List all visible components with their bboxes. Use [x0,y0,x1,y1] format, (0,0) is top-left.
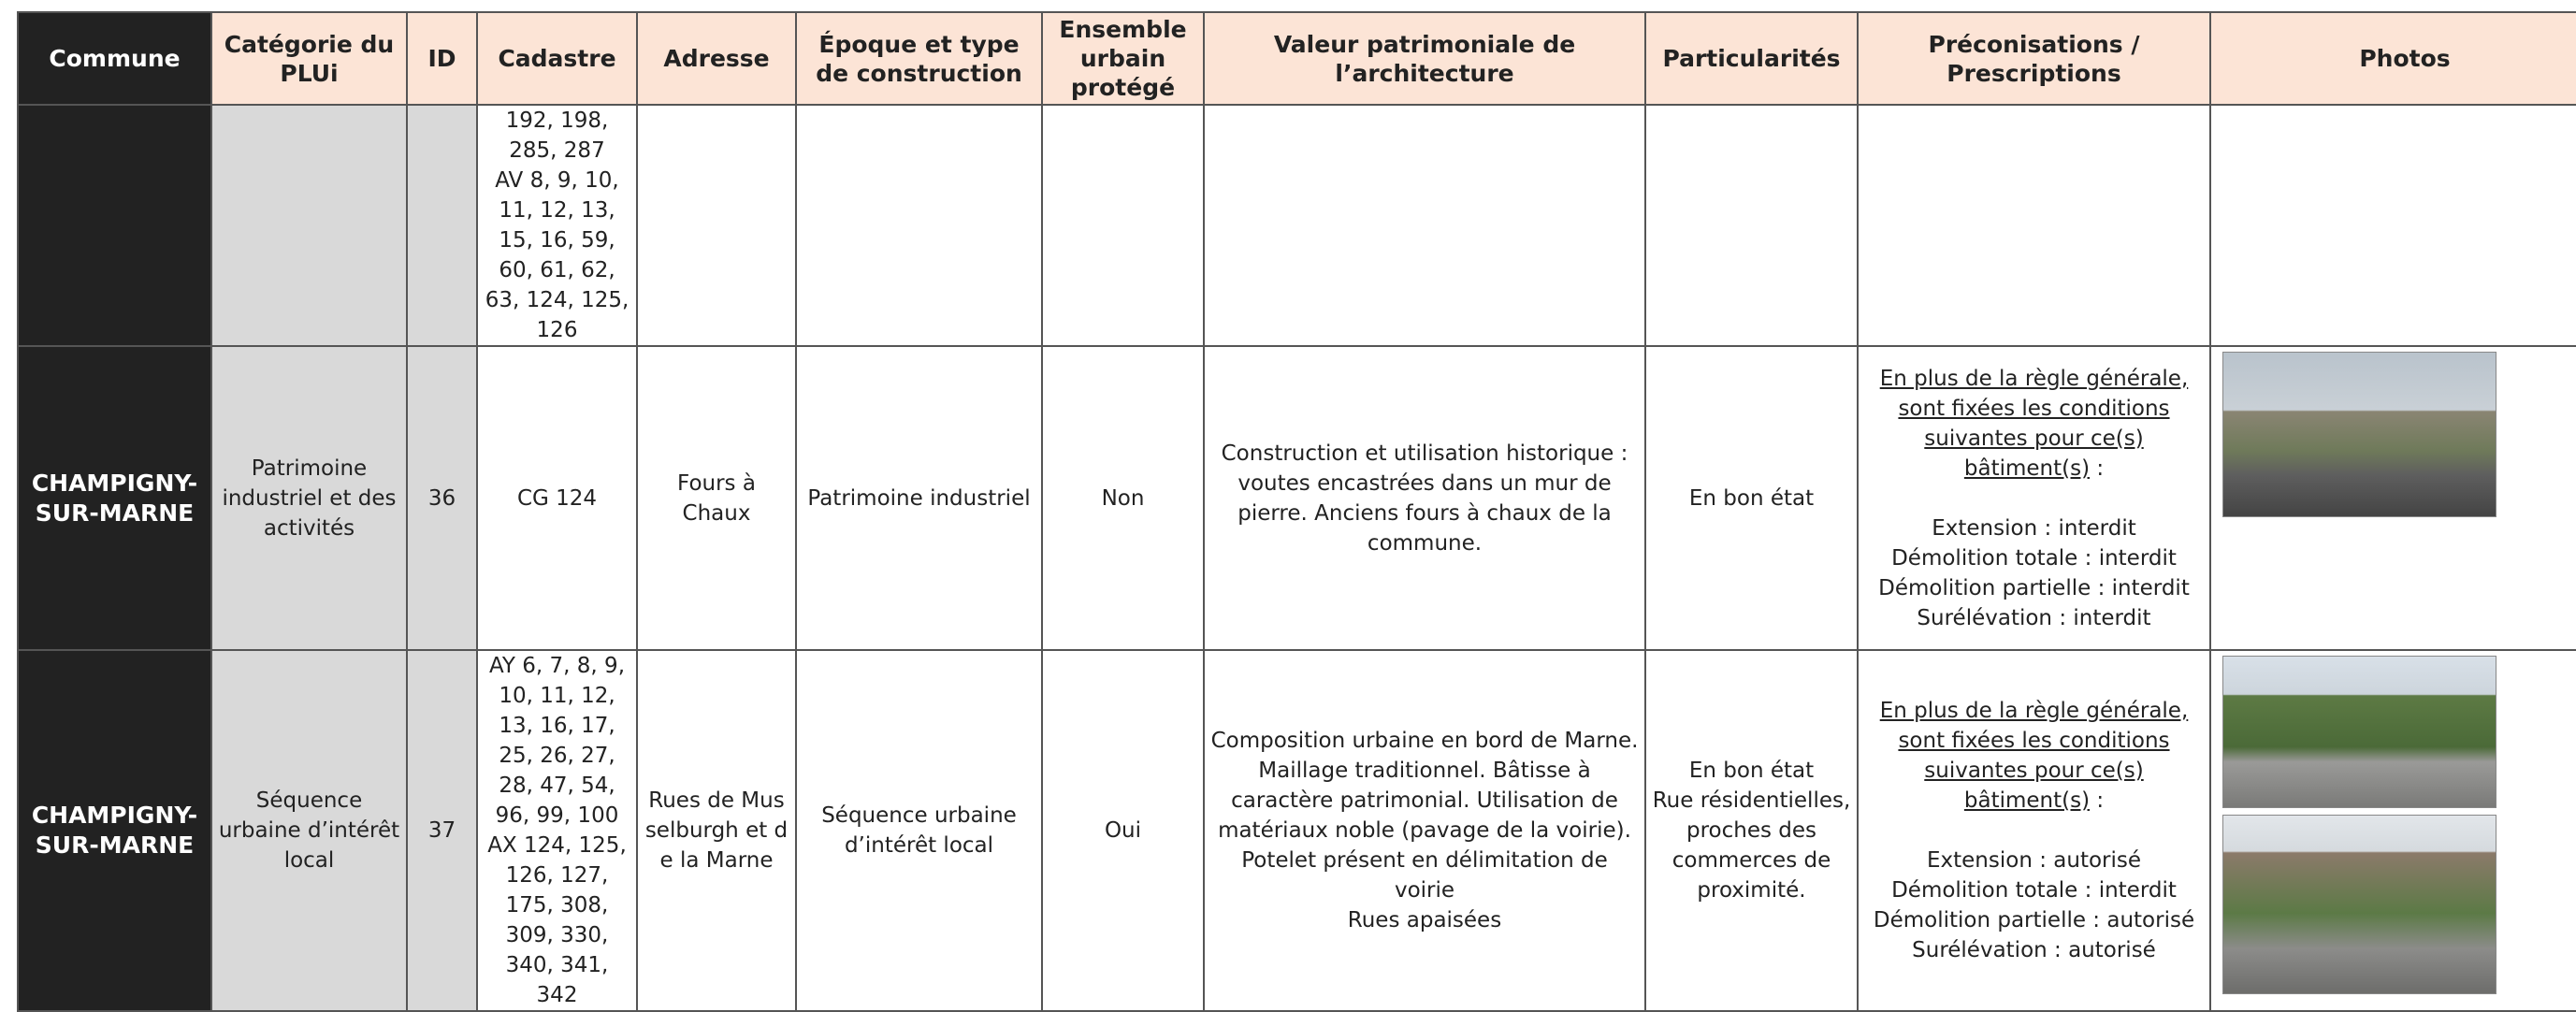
separator: : [2090,455,2105,481]
valeur: Construction et utilisation historique :… [1221,441,1628,556]
preconisation-intro: En plus de la règle générale, sont fixée… [1879,366,2189,481]
photo [2222,815,2496,994]
epoque: Patrimoine industriel [795,345,1043,651]
cell [1041,104,1205,347]
header-cell: Ensemble urbain protégé [1041,11,1205,106]
cell [636,104,797,347]
cell: En bon état Rue résidentielles, proches d… [1644,649,1859,1012]
epoque: Séquence urbaine d’intérêt local [795,649,1043,1012]
cell [17,104,212,347]
preconisation: Extension : interdit [1932,515,2136,541]
preconisation: Surélévation : interdit [1917,605,2151,630]
cell [210,104,408,347]
preconisation: Démolition partielle : autorisé [1873,908,2195,932]
heritage-table: Commune Catégorie du PLUi ID Cadastre Ad… [17,11,2576,1012]
header-cell: ID [406,11,478,106]
preconisation: Démolition partielle : interdit [1878,575,2190,600]
cell: En plus de la règle générale, sont fixée… [1857,649,2211,1012]
cell [406,104,478,347]
cell: En bon état [1644,345,1859,651]
cadastre: AV 8, 9, 10, 11, 12, 13, 15, 16, 59, 60,… [485,168,630,342]
id: 37 [406,649,478,1012]
header-cell: Préconisations / Prescriptions [1857,11,2211,106]
cell: CG 124 [476,345,638,651]
header-cell: Catégorie du PLUi [210,11,408,106]
separator: : [2090,788,2105,813]
preconisation: Démolition totale : interdit [1891,878,2177,903]
adresse: Fours à Chaux [636,345,797,651]
header-row: Commune Catégorie du PLUi ID Cadastre Ad… [17,11,2576,106]
table-row: CHAMPIGNY-SUR-MARNE Séquence urbaine d’i… [17,649,2576,1012]
preconisation: Démolition totale : interdit [1891,545,2177,571]
header-cell: Photos [2209,11,2576,106]
header-cell: Adresse [636,11,797,106]
cell [1644,104,1859,347]
cadastre: CG 124 [516,485,598,511]
table-row: 192, 198, 285, 287 AV 8, 9, 10, 11, 12, 1… [17,104,2576,347]
adresse: Rues de Musselburgh et de la Marne [636,649,797,1012]
id: 36 [406,345,478,651]
cell [795,104,1043,347]
categorie: Patrimoine industriel et des activités [210,345,408,651]
cell: AY 6, 7, 8, 9, 10, 11, 12, 13, 16, 17, 2… [476,649,638,1012]
ensemble: Non [1041,345,1205,651]
valeur: Rues apaisées [1347,908,1502,932]
header-cell: Particularités [1644,11,1859,106]
particularites: Rue résidentielles, proches des commerce… [1652,788,1851,903]
header-cell: Cadastre [476,11,638,106]
header-cell: Époque et type de construction [795,11,1043,106]
particularites: En bon état [1688,759,1815,783]
particularites: En bon état [1688,485,1815,511]
preconisation: Surélévation : autorisé [1912,938,2156,962]
cadastre: AX 124, 125, 126, 127, 175, 308, 309, 33… [487,833,627,1007]
preconisation: Extension : autorisé [1926,848,2142,873]
cell [2209,104,2576,347]
cell: En plus de la règle générale, sont fixée… [1857,345,2211,651]
categorie: Séquence urbaine d’intérêt local [210,649,408,1012]
preconisation-intro: En plus de la règle générale, sont fixée… [1879,699,2189,813]
cell: Construction et utilisation historique :… [1203,345,1646,651]
commune: CHAMPIGNY-SUR-MARNE [17,649,212,1012]
cell: Composition urbaine en bord de Marne. Ma… [1203,649,1646,1012]
cell [1203,104,1646,347]
table-row: CHAMPIGNY-SUR-MARNE Patrimoine industrie… [17,345,2576,651]
cell: 192, 198, 285, 287 AV 8, 9, 10, 11, 12, 1… [476,104,638,347]
cadastre: AY 6, 7, 8, 9, 10, 11, 12, 13, 16, 17, 2… [488,654,626,828]
photo [2222,352,2496,517]
ensemble: Oui [1041,649,1205,1012]
cadastre: 192, 198, 285, 287 [505,108,609,163]
cell [1857,104,2211,347]
commune: CHAMPIGNY-SUR-MARNE [17,345,212,651]
header-cell: Valeur patrimoniale de l’architecture [1203,11,1646,106]
valeur: Composition urbaine en bord de Marne. Ma… [1210,729,1639,903]
header-cell: Commune [17,11,212,106]
photo [2222,656,2496,808]
